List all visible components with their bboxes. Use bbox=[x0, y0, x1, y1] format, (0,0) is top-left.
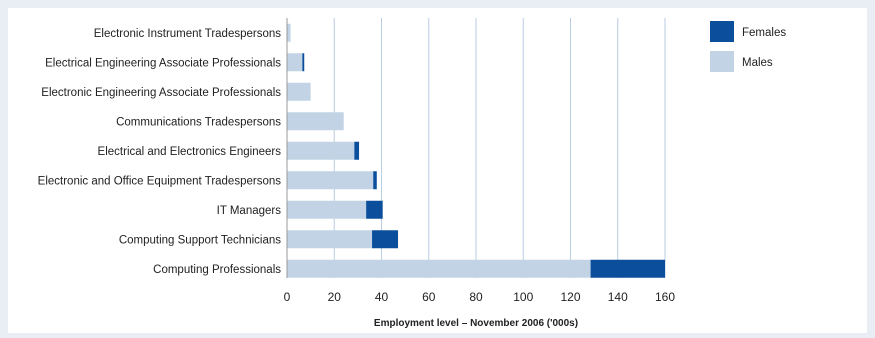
bars bbox=[287, 23, 665, 278]
bar-males bbox=[287, 141, 355, 160]
bar-females bbox=[366, 200, 383, 219]
x-tick-label: 120 bbox=[560, 290, 580, 304]
category-label: Electronic and Office Equipment Tradespe… bbox=[38, 175, 282, 187]
chart-panel: Electronic Instrument Tradespersons Elect… bbox=[8, 8, 867, 333]
bar-females bbox=[372, 230, 399, 249]
bar-chart: Electronic Instrument Tradespersons Elect… bbox=[38, 18, 786, 329]
bar-males bbox=[287, 112, 344, 131]
bar-males bbox=[287, 259, 591, 278]
category-labels: Electronic Instrument Tradespersons Elect… bbox=[38, 28, 282, 276]
x-tick-labels: 0 20 40 60 80 100 120 140 160 bbox=[284, 290, 676, 304]
category-label: Computing Support Technicians bbox=[119, 234, 281, 246]
category-label: Electrical and Electronics Engineers bbox=[98, 146, 282, 158]
x-axis-title: Employment level – November 2006 ('000s) bbox=[374, 318, 578, 329]
bar-males bbox=[287, 53, 303, 72]
x-tick-label: 160 bbox=[655, 290, 675, 304]
bar-males bbox=[287, 230, 373, 249]
gridlines bbox=[333, 18, 666, 278]
bar-females bbox=[590, 259, 665, 278]
category-label: Electronic Instrument Tradespersons bbox=[94, 28, 282, 40]
bar-males bbox=[287, 82, 311, 101]
x-tick-label: 60 bbox=[422, 290, 436, 304]
bar-males bbox=[287, 200, 367, 219]
x-tick-label: 140 bbox=[608, 290, 628, 304]
bar-males bbox=[287, 23, 291, 42]
x-tick-label: 20 bbox=[328, 290, 342, 304]
category-label: Computing Professionals bbox=[153, 264, 281, 276]
legend-swatch bbox=[710, 21, 734, 42]
x-tick-label: 100 bbox=[513, 290, 533, 304]
legend-label: Males bbox=[742, 57, 773, 69]
x-tick-label: 0 bbox=[284, 290, 291, 304]
legend-label: Females bbox=[742, 27, 786, 39]
legend-swatch bbox=[710, 51, 734, 72]
category-label: Electronic Engineering Associate Profess… bbox=[41, 87, 281, 99]
x-tick-label: 80 bbox=[469, 290, 483, 304]
legend: Females Males bbox=[710, 21, 786, 72]
bar-females bbox=[354, 141, 360, 160]
category-label: IT Managers bbox=[217, 205, 282, 217]
bar-males bbox=[287, 171, 374, 190]
bar-females bbox=[373, 171, 377, 190]
category-label: Communications Tradespersons bbox=[116, 116, 281, 128]
bar-females bbox=[302, 53, 305, 72]
x-tick-label: 40 bbox=[375, 290, 389, 304]
category-label: Electrical Engineering Associate Profess… bbox=[45, 57, 281, 69]
